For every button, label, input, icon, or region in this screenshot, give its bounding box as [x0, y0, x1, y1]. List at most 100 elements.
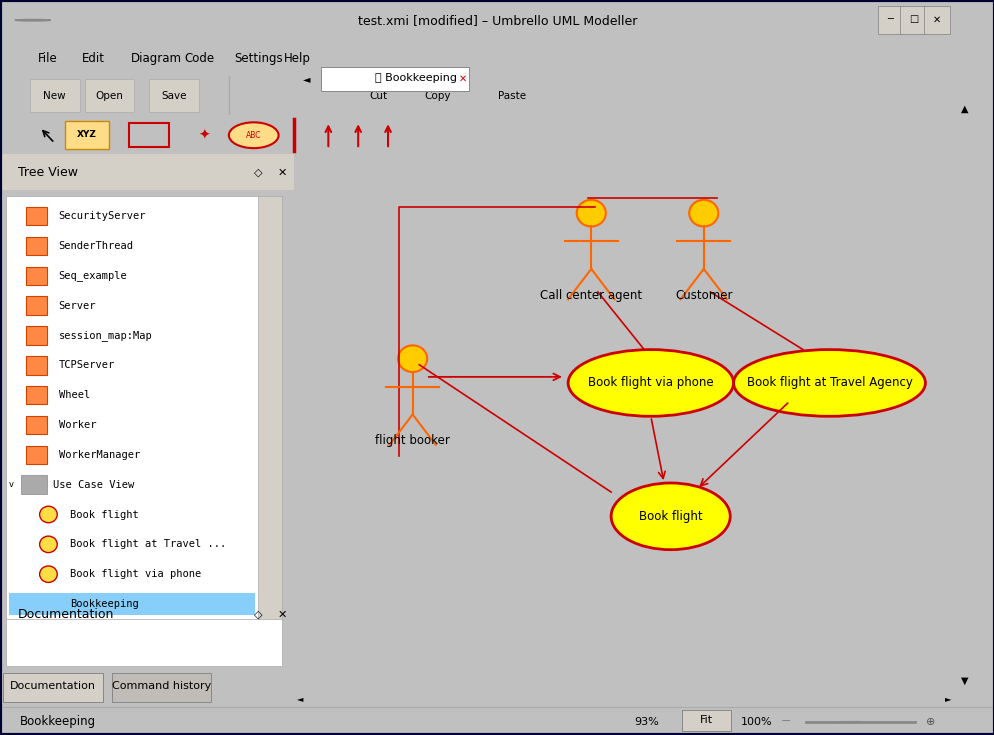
Text: Documentation: Documentation	[10, 681, 95, 692]
Text: ✕: ✕	[458, 74, 466, 84]
FancyBboxPatch shape	[27, 267, 47, 285]
FancyBboxPatch shape	[9, 592, 255, 615]
Text: v: v	[9, 480, 14, 490]
Text: Cut: Cut	[369, 90, 387, 101]
Text: Wheel: Wheel	[59, 390, 89, 400]
FancyBboxPatch shape	[27, 356, 47, 375]
Text: ✕: ✕	[276, 609, 286, 620]
FancyBboxPatch shape	[320, 68, 469, 90]
Text: Edit: Edit	[82, 51, 104, 65]
Text: Diagram: Diagram	[131, 51, 182, 65]
Text: ◄: ◄	[303, 74, 310, 84]
Text: SecurityServer: SecurityServer	[59, 211, 146, 221]
Text: 93%: 93%	[634, 717, 658, 727]
Circle shape	[398, 345, 426, 372]
Ellipse shape	[229, 122, 278, 148]
Text: Customer: Customer	[674, 289, 732, 302]
Text: Paste: Paste	[498, 90, 526, 101]
Text: Tree View: Tree View	[18, 166, 78, 179]
Text: Server: Server	[59, 301, 96, 311]
Text: SenderThread: SenderThread	[59, 241, 133, 251]
Text: test.xmi [modified] – Umbrello UML Modeller: test.xmi [modified] – Umbrello UML Model…	[358, 14, 636, 26]
Text: Bookkeeping: Bookkeeping	[71, 599, 139, 609]
FancyBboxPatch shape	[27, 296, 47, 315]
Text: Use Case View: Use Case View	[53, 480, 134, 490]
Text: TCPServer: TCPServer	[59, 360, 115, 370]
Text: ⚙: ⚙	[44, 629, 53, 639]
FancyBboxPatch shape	[3, 673, 102, 702]
Text: flight booker: flight booker	[375, 434, 449, 448]
Text: ◇: ◇	[253, 609, 262, 620]
Text: Book flight: Book flight	[71, 509, 139, 520]
Text: Settings: Settings	[234, 51, 282, 65]
Ellipse shape	[40, 506, 58, 523]
FancyBboxPatch shape	[65, 121, 109, 149]
FancyBboxPatch shape	[27, 416, 47, 434]
Text: ✦: ✦	[198, 128, 210, 143]
FancyBboxPatch shape	[900, 6, 925, 35]
Text: Worker: Worker	[59, 420, 96, 430]
FancyBboxPatch shape	[111, 673, 211, 702]
Text: Call center agent: Call center agent	[540, 289, 642, 302]
Text: Book flight via phone: Book flight via phone	[71, 569, 202, 579]
Text: ⊕: ⊕	[924, 717, 934, 727]
Text: Book flight at Travel Agency: Book flight at Travel Agency	[746, 376, 911, 390]
FancyBboxPatch shape	[149, 79, 199, 112]
Text: Copy: Copy	[424, 90, 450, 101]
Circle shape	[577, 200, 605, 226]
Text: Save: Save	[161, 90, 187, 101]
Text: Seq_example: Seq_example	[59, 270, 127, 282]
Text: session_map:Map: session_map:Map	[59, 330, 152, 341]
FancyBboxPatch shape	[6, 196, 281, 664]
Text: 100%: 100%	[740, 717, 771, 727]
Ellipse shape	[568, 350, 733, 416]
FancyBboxPatch shape	[877, 6, 903, 35]
Text: ✕: ✕	[276, 168, 286, 177]
FancyBboxPatch shape	[27, 207, 47, 226]
Text: Open: Open	[95, 90, 123, 101]
Text: Call center agent: Call center agent	[71, 629, 177, 639]
Text: Book flight via phone: Book flight via phone	[587, 376, 713, 390]
FancyBboxPatch shape	[0, 154, 293, 190]
FancyBboxPatch shape	[923, 6, 949, 35]
Text: ─: ─	[887, 15, 893, 24]
FancyBboxPatch shape	[21, 476, 47, 494]
Circle shape	[689, 200, 718, 226]
Ellipse shape	[733, 350, 924, 416]
FancyBboxPatch shape	[27, 445, 47, 464]
Text: File: File	[38, 51, 58, 65]
Text: ►: ►	[944, 695, 951, 703]
Text: ▲: ▲	[960, 104, 968, 114]
Text: XYZ: XYZ	[77, 130, 96, 139]
Text: Book flight: Book flight	[638, 510, 702, 523]
Text: 📋 Bookkeeping: 📋 Bookkeeping	[375, 74, 456, 84]
FancyBboxPatch shape	[27, 386, 47, 404]
Text: Book flight at Travel ...: Book flight at Travel ...	[71, 539, 227, 549]
Text: ✕: ✕	[932, 15, 940, 24]
Ellipse shape	[40, 536, 58, 553]
Text: ◇: ◇	[253, 168, 262, 177]
FancyBboxPatch shape	[84, 79, 134, 112]
Text: Fit: Fit	[699, 715, 713, 725]
Text: ABC: ABC	[246, 131, 261, 140]
Bar	[129, 123, 169, 147]
Ellipse shape	[610, 483, 730, 550]
FancyBboxPatch shape	[258, 196, 281, 664]
FancyBboxPatch shape	[681, 710, 731, 731]
Text: Code: Code	[184, 51, 214, 65]
Text: ◄: ◄	[296, 695, 303, 703]
FancyBboxPatch shape	[30, 79, 80, 112]
Text: New: New	[44, 90, 66, 101]
Text: WorkerManager: WorkerManager	[59, 450, 140, 460]
FancyBboxPatch shape	[27, 237, 47, 255]
Circle shape	[15, 20, 51, 21]
Text: Documentation: Documentation	[18, 608, 114, 621]
Text: Bookkeeping: Bookkeeping	[20, 715, 96, 728]
FancyBboxPatch shape	[6, 619, 281, 666]
Text: □: □	[908, 15, 917, 24]
FancyBboxPatch shape	[27, 326, 47, 345]
Text: ▼: ▼	[960, 676, 968, 686]
Text: −: −	[780, 715, 790, 728]
Ellipse shape	[40, 566, 58, 582]
Text: Help: Help	[283, 51, 310, 65]
